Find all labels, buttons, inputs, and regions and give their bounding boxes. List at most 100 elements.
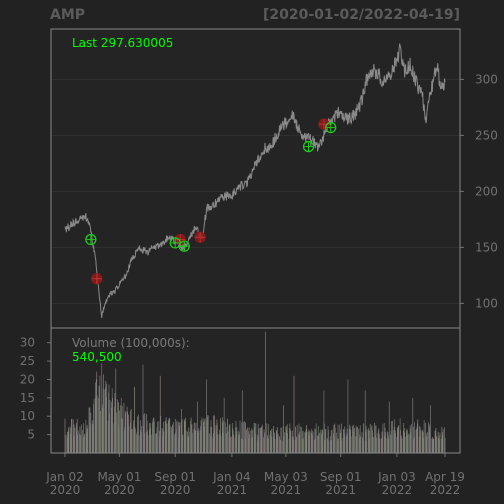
volume-bar xyxy=(156,432,157,453)
volume-bar xyxy=(68,427,69,453)
volume-bar xyxy=(273,425,274,453)
volume-bar xyxy=(401,438,403,453)
volume-bar xyxy=(90,412,92,453)
volume-bar xyxy=(159,436,161,453)
volume-bar xyxy=(217,423,218,453)
volume-bar xyxy=(112,397,113,453)
volume-bar xyxy=(292,439,294,453)
volume-y-axis: 5 10 15 20 25 30 xyxy=(20,336,51,442)
price-y-tick-label: 150 xyxy=(475,240,498,254)
volume-y-tick-label: 5 xyxy=(27,428,35,442)
volume-bar xyxy=(330,430,332,453)
volume-bar xyxy=(166,430,167,453)
volume-bar xyxy=(127,419,129,453)
volume-bar xyxy=(390,430,392,453)
volume-bar xyxy=(442,432,444,453)
volume-bar xyxy=(401,435,402,453)
volume-bar xyxy=(413,436,415,453)
volume-bar xyxy=(174,432,176,453)
volume-bar xyxy=(242,421,244,453)
volume-bar xyxy=(122,419,123,453)
volume-bar xyxy=(128,414,129,453)
volume-bar xyxy=(200,426,201,453)
x-tick-label-year: 2020 xyxy=(50,483,81,497)
volume-bar xyxy=(375,425,377,453)
volume-bar xyxy=(107,420,109,453)
volume-bar xyxy=(76,418,78,453)
volume-bar xyxy=(289,427,290,453)
volume-bar xyxy=(272,428,274,453)
chart-date-range: [2020-01-02/2022-04-19] xyxy=(263,7,460,23)
volume-bar xyxy=(105,397,107,453)
volume-bar xyxy=(295,440,297,453)
volume-bar xyxy=(319,432,320,453)
volume-bar xyxy=(149,423,151,453)
volume-bar xyxy=(301,426,303,453)
volume-bar xyxy=(360,436,362,453)
volume-bar xyxy=(350,429,352,453)
volume-bar xyxy=(387,431,388,453)
volume-bar xyxy=(67,437,69,453)
volume-bar xyxy=(324,429,326,453)
volume-bar xyxy=(182,435,183,453)
volume-bar xyxy=(298,433,299,453)
x-tick-label-year: 2022 xyxy=(382,483,413,497)
volume-bar xyxy=(180,422,182,453)
volume-bar xyxy=(347,379,349,453)
volume-bar xyxy=(307,431,309,453)
volume-bar xyxy=(90,423,91,453)
volume-bar xyxy=(241,390,243,453)
volume-bar xyxy=(314,439,315,453)
volume-bar xyxy=(191,424,193,453)
volume-bar xyxy=(191,425,192,453)
volume-bar xyxy=(385,432,386,453)
volume-bar xyxy=(267,438,269,453)
x-tick-label-year: 2021 xyxy=(271,483,302,497)
volume-bar xyxy=(92,420,94,453)
volume-bar xyxy=(84,434,85,453)
volume-bar xyxy=(204,419,206,453)
volume-bar xyxy=(169,418,171,453)
volume-bar xyxy=(279,436,280,453)
volume-bar xyxy=(285,429,287,453)
volume-bar xyxy=(146,420,148,453)
volume-bar xyxy=(268,424,269,453)
volume-bar xyxy=(321,429,323,453)
volume-bar xyxy=(298,423,300,453)
volume-bar xyxy=(114,393,116,453)
volume-bar xyxy=(282,440,284,453)
volume-bar xyxy=(368,427,369,453)
volume-bar xyxy=(137,421,139,453)
volume-bar xyxy=(82,437,84,453)
volume-bar xyxy=(299,434,301,453)
volume-bar xyxy=(400,430,401,453)
volume-bar xyxy=(136,434,137,453)
volume-bar xyxy=(222,422,224,453)
volume-bar xyxy=(194,428,196,453)
volume-bar xyxy=(417,419,419,453)
x-tick-label-year: 2020 xyxy=(160,483,191,497)
volume-bar xyxy=(355,425,357,453)
volume-bar xyxy=(168,418,170,453)
volume-bar xyxy=(283,405,284,453)
volume-bar xyxy=(229,423,231,453)
volume-bar xyxy=(308,429,310,453)
volume-bar xyxy=(419,427,421,453)
volume-bar xyxy=(314,438,316,453)
volume-bar xyxy=(372,430,373,453)
trade-markers xyxy=(85,118,337,285)
volume-bar xyxy=(409,425,411,453)
volume-bar xyxy=(197,433,199,453)
volume-bar xyxy=(409,434,410,453)
volume-bar xyxy=(377,433,379,453)
volume-bar xyxy=(396,436,398,453)
volume-bar xyxy=(148,422,150,453)
volume-y-tick-label: 20 xyxy=(20,372,35,386)
volume-bar xyxy=(395,430,396,453)
volume-y-tick-label: 30 xyxy=(20,336,35,350)
volume-bar xyxy=(287,433,288,453)
volume-bar xyxy=(341,423,342,453)
volume-bar xyxy=(203,418,205,453)
volume-bar xyxy=(99,375,101,453)
volume-bar xyxy=(231,436,233,453)
